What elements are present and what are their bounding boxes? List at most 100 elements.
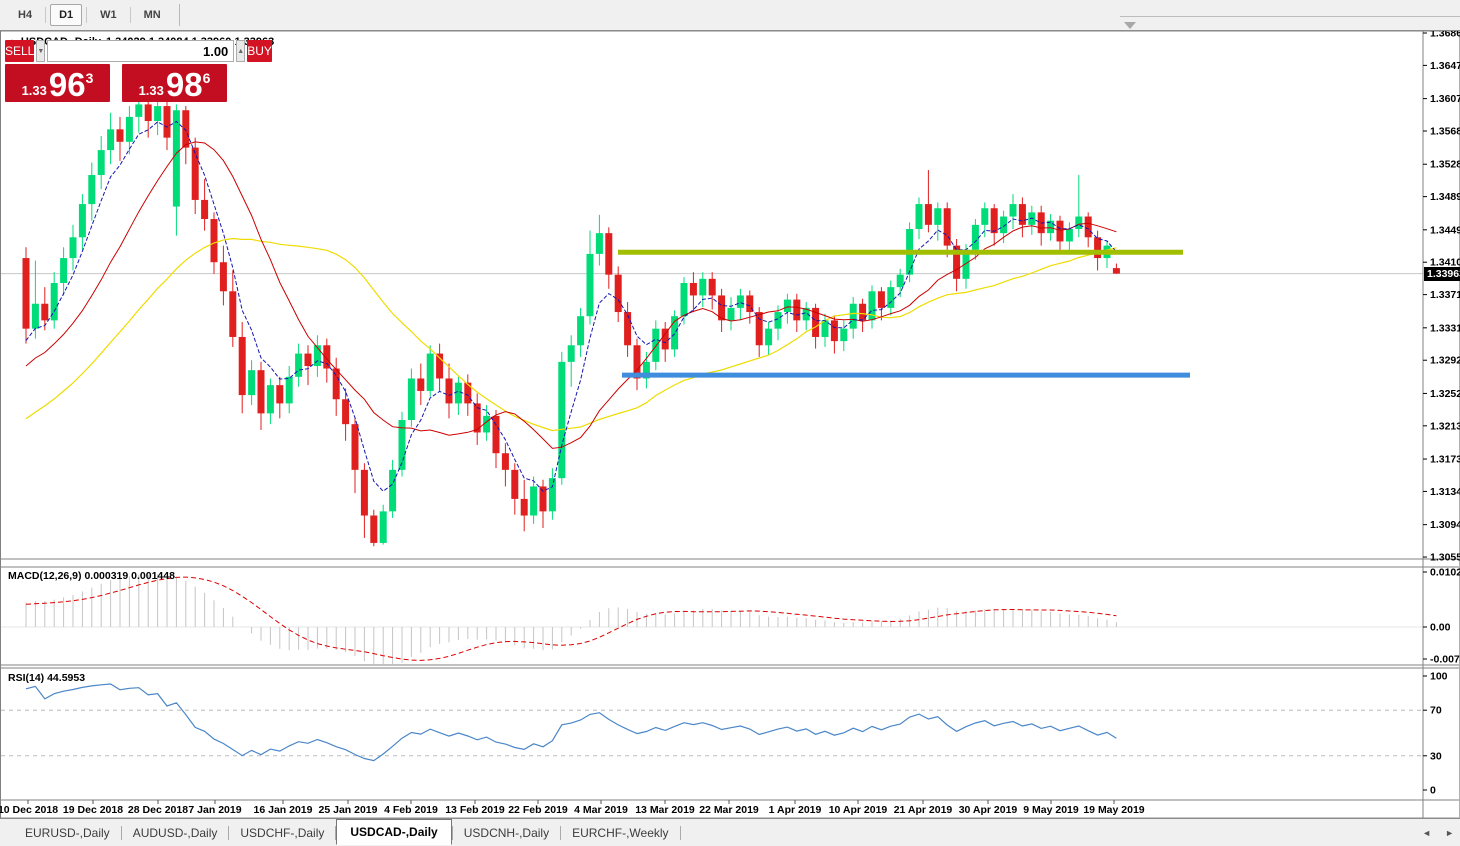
candle-body [219, 262, 227, 292]
candle-body [727, 307, 735, 321]
chevron-up-icon: ▲ [237, 47, 245, 55]
price-axis-label: 1.30940 [1430, 519, 1460, 531]
candle-body [633, 345, 641, 379]
date-axis-label: 9 May 2019 [1023, 804, 1079, 816]
chart-tab-bar: EURUSD-,Daily AUDUSD-,Daily USDCHF-,Daily U… [0, 818, 1460, 846]
date-axis-label: 22 Feb 2019 [508, 804, 568, 816]
candle-body [1075, 216, 1083, 229]
buy-button[interactable]: BUY [247, 40, 272, 62]
period-button-h4[interactable]: H4 [18, 9, 33, 21]
candle-body [953, 245, 961, 279]
candle-body [783, 299, 791, 313]
candle-body [605, 233, 613, 275]
tab-usdcnh-daily[interactable]: USDCNH-,Daily [463, 825, 550, 840]
tab-usdcad-daily[interactable]: USDCAD-,Daily [336, 819, 452, 845]
period-button-d1[interactable]: D1 [50, 4, 83, 26]
date-axis-label: 19 Dec 2018 [63, 804, 123, 816]
candle-body [492, 415, 500, 454]
volume-up-button[interactable]: ▲ [236, 40, 246, 62]
tab-separator [335, 825, 337, 840]
candle-body [1084, 216, 1092, 238]
tab-eurchf-weekly[interactable]: EURCHF-,Weekly [572, 825, 669, 840]
candle-body [483, 415, 491, 433]
candle-body [577, 316, 585, 346]
period-button-w1[interactable]: W1 [100, 9, 117, 21]
candle-body [924, 204, 932, 225]
date-axis-label: 1 Apr 2019 [769, 804, 822, 816]
price-axis-label: 1.32130 [1430, 420, 1460, 432]
buy-price-big: 98 [165, 65, 203, 103]
tab-audusd-daily[interactable]: AUDUSD-,Daily [132, 825, 218, 840]
candle-body [943, 208, 951, 246]
volume-input[interactable] [47, 40, 235, 62]
candle-body [445, 378, 453, 404]
candle-body [398, 420, 406, 470]
candle-body [304, 353, 312, 367]
price-axis-label: 1.31730 [1430, 454, 1460, 466]
price-axis-label: 1.34890 [1430, 191, 1460, 203]
date-axis-label: 7 Jan 2019 [188, 804, 241, 816]
candle-body [689, 282, 697, 296]
buy-price-pip: 6 [202, 70, 211, 86]
candle-body [135, 104, 143, 117]
candle-body [661, 328, 669, 350]
candle-body [671, 316, 679, 350]
candle-body [210, 219, 218, 263]
candle-body [1094, 237, 1102, 259]
tab-separator [120, 825, 122, 840]
candle-body [31, 303, 39, 329]
candle-body [417, 378, 425, 391]
rsi-axis-label: 70 [1430, 705, 1442, 717]
tab-scroll-right-icon[interactable]: ► [1445, 827, 1454, 838]
sell-button[interactable]: SELL [5, 40, 35, 62]
tab-scroll-left-icon[interactable]: ◄ [1422, 827, 1432, 838]
candle-body [22, 258, 30, 329]
candle-body [877, 291, 885, 308]
candle-body [464, 382, 472, 404]
price-axis-label: 1.36470 [1430, 60, 1460, 72]
candle-body [257, 370, 265, 414]
tab-eurusd-daily[interactable]: EURUSD-,Daily [25, 825, 110, 840]
candle-body [774, 312, 782, 329]
candle-body [821, 320, 829, 337]
candle-body [868, 291, 876, 321]
tab-usdchf-daily[interactable]: USDCHF-,Daily [240, 825, 325, 840]
date-axis-label: 21 Apr 2019 [894, 804, 953, 816]
sell-price-button[interactable]: 1.33 96 3 [5, 64, 110, 102]
candle-body [642, 361, 650, 379]
candle-body [125, 116, 133, 142]
candle-body [859, 303, 867, 321]
toolbar-edge-line [1120, 16, 1460, 17]
period-button-mn[interactable]: MN [143, 9, 161, 21]
candle-body [558, 361, 566, 479]
candle-body [191, 147, 199, 200]
candle-body [379, 511, 387, 543]
candle-body [1065, 228, 1073, 242]
ma-fast-blue-line [25, 120, 1117, 492]
ma-slow-yellow-line [25, 237, 1117, 432]
candle-body [962, 249, 970, 279]
candle-body [1009, 204, 1017, 217]
candle-body [41, 303, 49, 321]
candle-body [351, 424, 359, 470]
candle-body [154, 106, 162, 122]
chart-shift-marker-icon[interactable] [1124, 22, 1136, 29]
date-axis-label: 28 Dec 2018 [128, 804, 188, 816]
macd-axis-label: 0.010229 [1430, 567, 1460, 579]
candle-body [971, 224, 979, 250]
candle-body [276, 385, 284, 404]
candle-body [454, 382, 462, 404]
volume-down-button[interactable]: ▼ [36, 40, 46, 62]
price-axis-label: 1.35680 [1430, 125, 1460, 137]
toolbar-separator [129, 7, 131, 23]
tab-separator [560, 825, 562, 840]
buy-price-button[interactable]: 1.33 98 6 [122, 64, 227, 102]
candle-body [680, 282, 688, 317]
toolbar-separator [45, 7, 47, 23]
candle-body [548, 478, 556, 512]
date-axis-label: 13 Feb 2019 [445, 804, 505, 816]
candle-body [699, 278, 707, 296]
